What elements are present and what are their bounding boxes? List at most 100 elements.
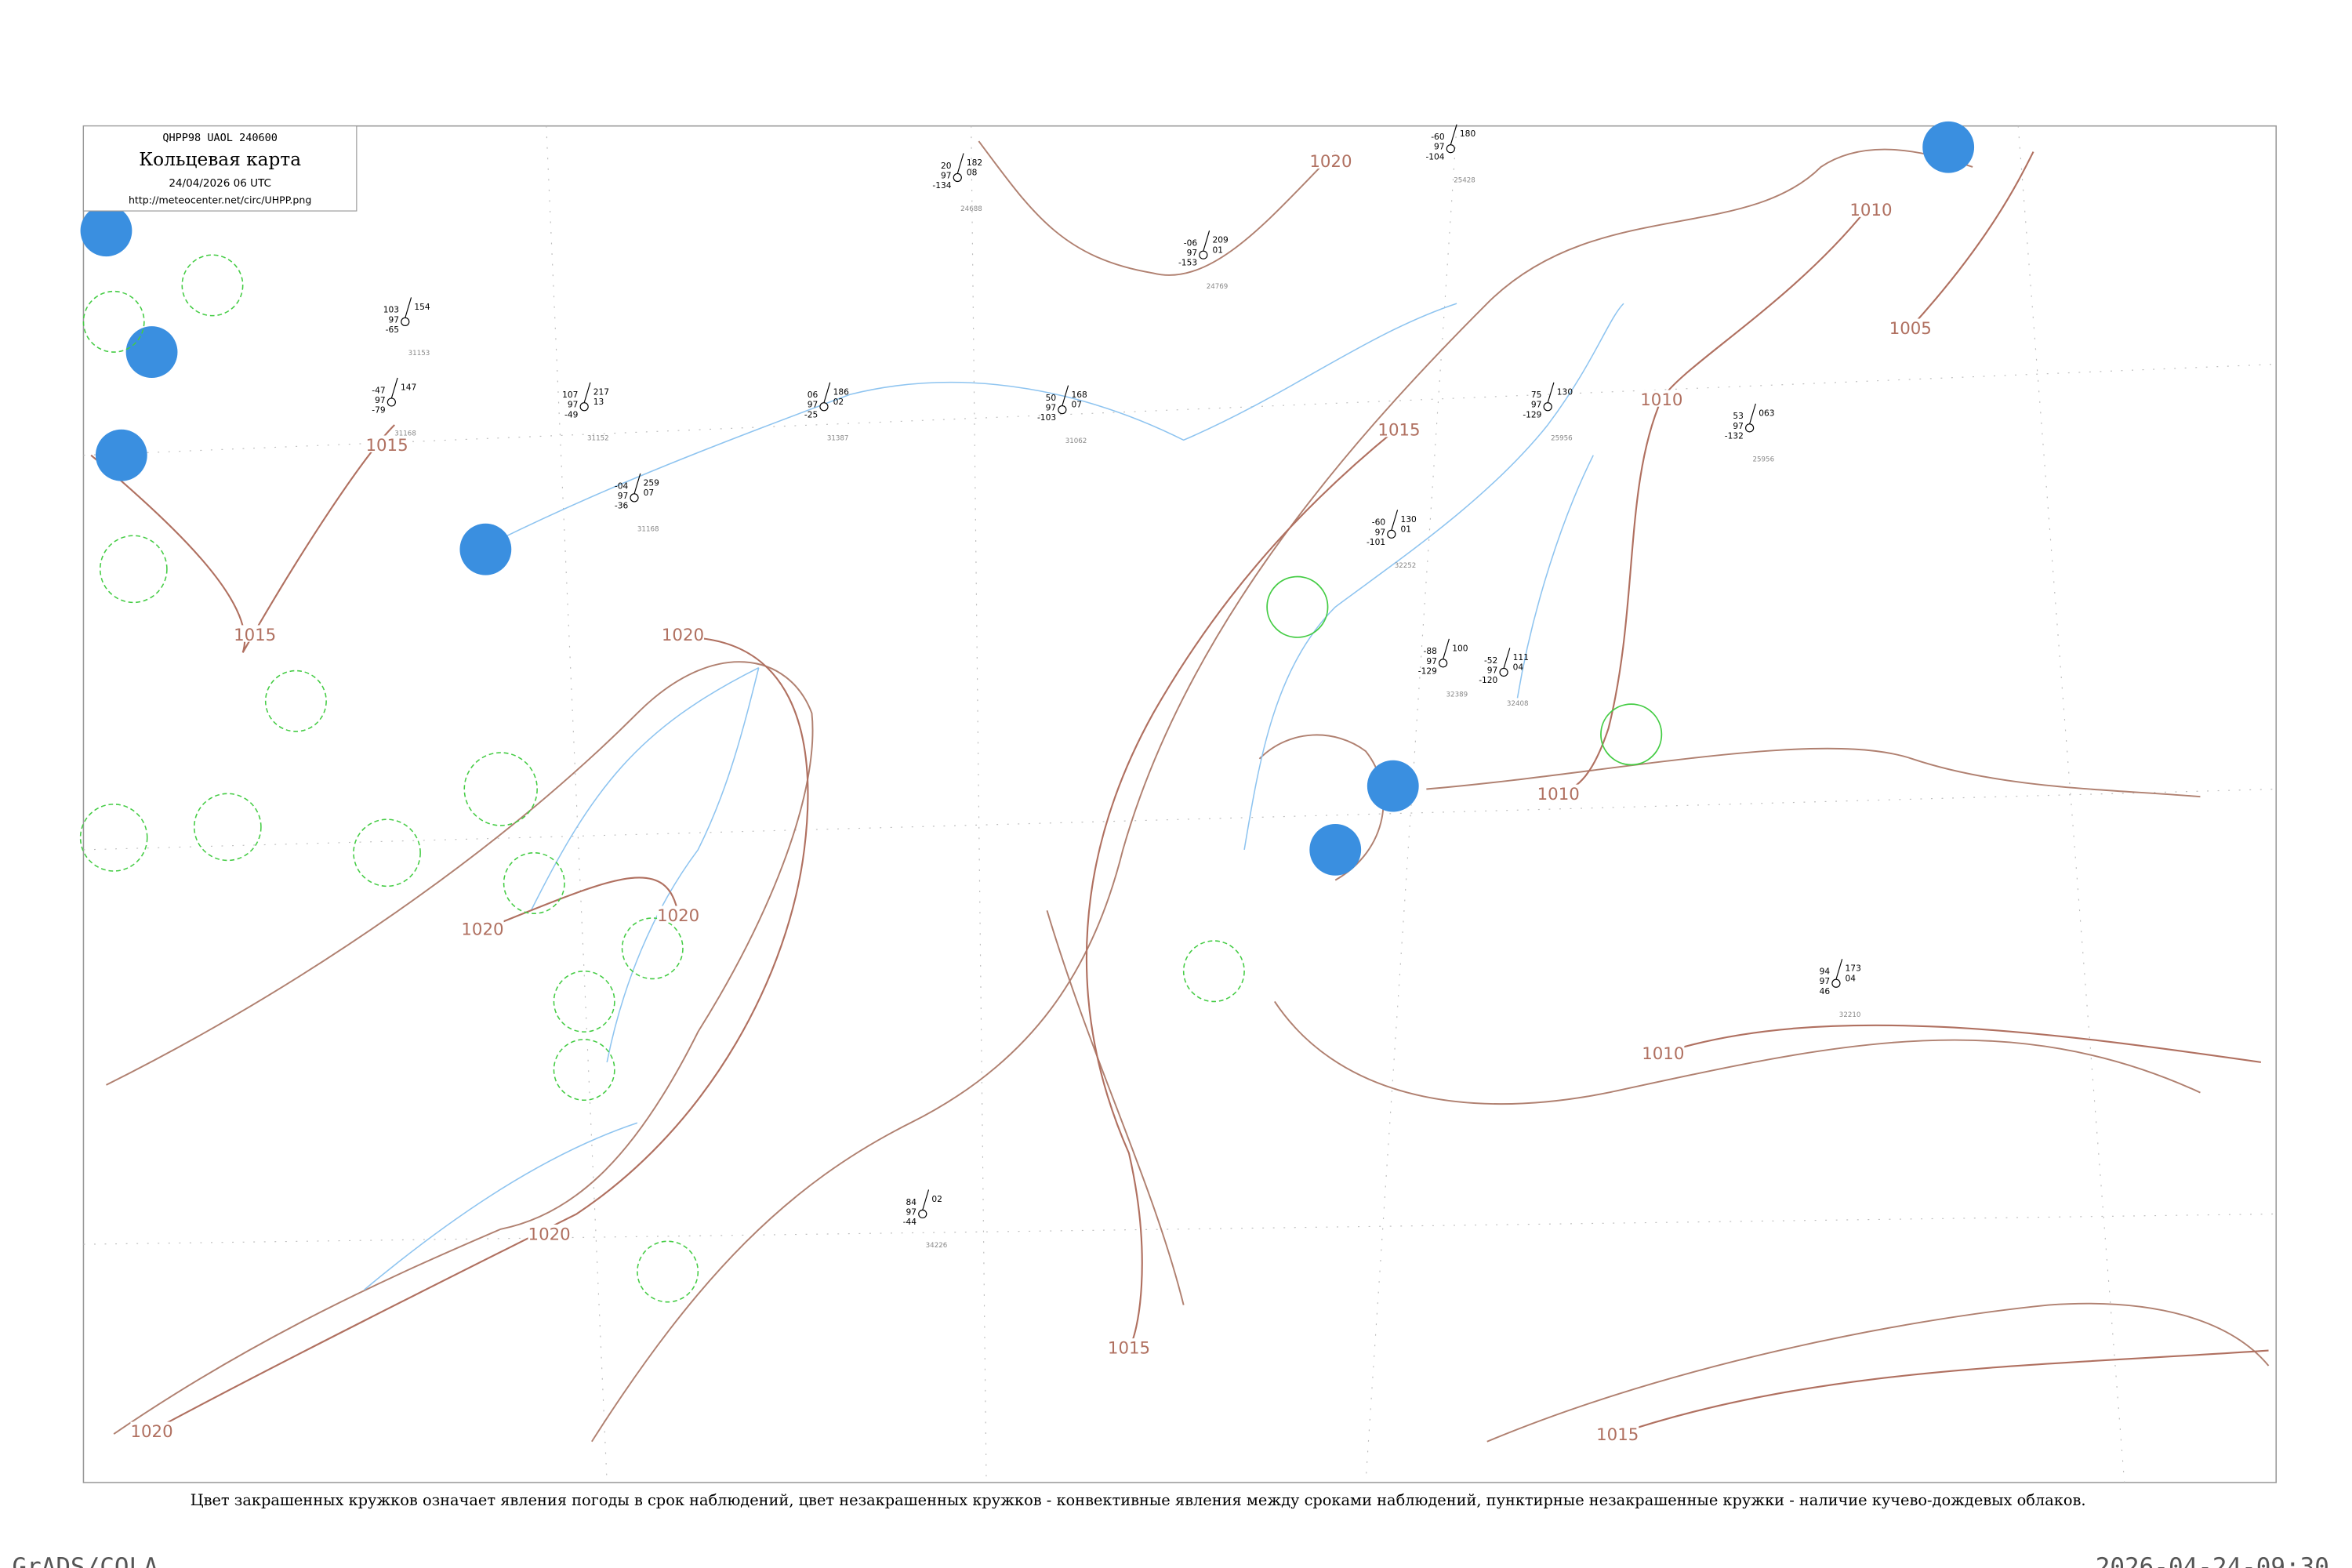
station-circle — [1499, 667, 1508, 677]
station-index: 25956 — [1752, 456, 1774, 463]
station-circle — [1446, 144, 1455, 154]
station-index: 34226 — [926, 1242, 948, 1250]
wind-barb — [1443, 638, 1450, 659]
station-index: 25428 — [1454, 176, 1475, 184]
isobar-label-bg — [1107, 1338, 1151, 1356]
station-right-value: 01 — [1400, 524, 1411, 534]
station-right-value: 259 — [644, 477, 660, 488]
isobar-label-bg — [130, 1421, 173, 1439]
station-left-value: 97 — [941, 170, 952, 180]
phenomena-circles — [79, 121, 1975, 1303]
station-index: 32389 — [1446, 691, 1468, 699]
wind-barb — [1062, 385, 1069, 406]
station-circle — [1387, 529, 1396, 539]
station-right-value: 154 — [414, 302, 430, 312]
wind-barb — [823, 382, 831, 403]
station-right-value: 182 — [967, 158, 982, 168]
isobar-label-bg — [365, 435, 408, 452]
isobar-label-bg — [1640, 390, 1683, 407]
station-circle — [1058, 405, 1067, 415]
isobar-label: 1015 — [1596, 1425, 1639, 1445]
isobar-label: 1015 — [1108, 1338, 1150, 1358]
station-left-value: 97 — [1531, 400, 1542, 410]
station-right-value: 217 — [593, 387, 609, 397]
station-left-value: 46 — [1820, 986, 1831, 996]
wind-barb — [405, 297, 412, 318]
footer-left: GrADS/COLA — [12, 1553, 158, 1568]
header-code: QHPP98 UAOL 240600 — [162, 132, 278, 144]
wind-barb — [1835, 959, 1843, 980]
station-circle — [630, 493, 639, 503]
station-left-value: -04 — [615, 481, 629, 491]
station-left-value: 97 — [1434, 142, 1445, 152]
station-index: 32210 — [1839, 1011, 1861, 1019]
footnote: Цвет закрашенных кружков означает явлени… — [191, 1491, 2086, 1509]
station-left-value: -129 — [1418, 666, 1437, 676]
isobar-label: 1020 — [130, 1422, 172, 1442]
isobar-label: 1015 — [1377, 421, 1420, 441]
wind-barb — [1503, 648, 1511, 669]
station-right-value: 100 — [1452, 643, 1468, 653]
station-left-value: 97 — [906, 1207, 917, 1217]
station-right-value: 130 — [1400, 514, 1417, 524]
isobar-label-bg — [661, 625, 705, 642]
wind-barb — [1450, 124, 1457, 145]
station-left-value: 97 — [1046, 403, 1057, 413]
isobar-label: 1020 — [461, 920, 503, 939]
station-left-value: -47 — [372, 385, 385, 395]
header-datetime: 24/04/2026 06 UTC — [169, 177, 271, 190]
wind-barb — [390, 377, 398, 399]
isobar-label-bg — [461, 919, 504, 937]
station-left-value: 97 — [1733, 421, 1744, 431]
isobar-lines — [90, 151, 2269, 1436]
station-left-value: -44 — [903, 1217, 917, 1227]
station-left-value: 97 — [1820, 976, 1831, 986]
station-left-value: 97 — [568, 400, 579, 410]
wind-barb — [583, 382, 591, 403]
station-left-value: 53 — [1733, 411, 1744, 421]
station-right-value: 13 — [593, 397, 604, 407]
isobar-label: 1020 — [662, 626, 704, 645]
station-right-value: 063 — [1759, 408, 1774, 418]
wind-barb — [1749, 403, 1756, 424]
wind-barb — [1391, 510, 1399, 531]
station-left-value: -120 — [1479, 675, 1497, 685]
station-index: 31168 — [394, 430, 416, 438]
station-left-value: 97 — [1487, 665, 1498, 675]
station-left-value: 75 — [1531, 390, 1542, 400]
isobar-label: 1020 — [528, 1225, 571, 1244]
isobar-label-bg — [1596, 1425, 1639, 1442]
station-right-value: 04 — [1513, 662, 1524, 673]
station-right-value: 08 — [967, 168, 978, 178]
station-right-value: 147 — [401, 382, 416, 392]
station-circle — [918, 1209, 927, 1219]
station-circle — [401, 317, 410, 326]
station-index: 31062 — [1065, 437, 1087, 445]
station-left-value: 97 — [375, 395, 386, 405]
station-left-value: -153 — [1178, 258, 1197, 268]
graticule — [83, 125, 2277, 1483]
isobar-label: 1010 — [1537, 785, 1580, 804]
map-frame — [82, 125, 2277, 1483]
isobar-label-bg — [1642, 1044, 1685, 1061]
station-index: 31152 — [587, 434, 609, 442]
isobar-label-bg — [234, 625, 277, 642]
wind-barb — [1547, 382, 1555, 403]
station-left-value: -104 — [1425, 151, 1444, 162]
station-left-value: 97 — [1375, 527, 1386, 537]
station-right-value: 180 — [1460, 129, 1476, 139]
station-circle — [819, 402, 829, 412]
station-left-value: -134 — [932, 180, 951, 191]
station-left-value: -36 — [615, 500, 629, 510]
station-right-value: 07 — [1071, 400, 1082, 410]
station-right-value: 209 — [1212, 235, 1229, 245]
